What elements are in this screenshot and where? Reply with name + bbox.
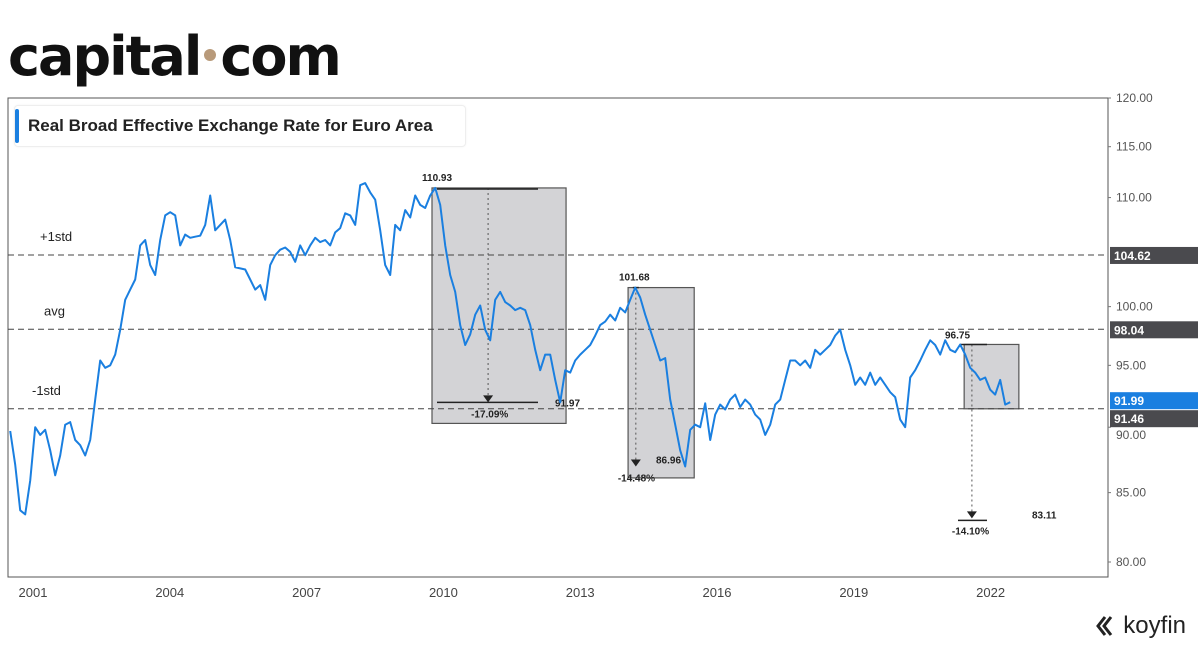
y-tick-label: 115.00 — [1116, 140, 1152, 154]
y-tick-label: 110.00 — [1116, 191, 1152, 205]
title-accent-bar — [15, 109, 19, 143]
y-tick-label: 80.00 — [1116, 555, 1146, 569]
down-arrow-icon — [966, 511, 977, 519]
value-badge — [1110, 410, 1198, 428]
drawdown-box — [963, 343, 1020, 410]
down-arrow-icon — [483, 395, 494, 403]
koyfin-text: koyfin — [1123, 612, 1186, 639]
chart-title: Real Broad Effective Exchange Rate for E… — [28, 116, 433, 135]
y-tick-label: 85.00 — [1116, 486, 1146, 500]
y-tick-label: 120.00 — [1116, 91, 1153, 105]
peak-label: 101.68 — [619, 273, 650, 284]
percent-change-label: -14.10% — [952, 526, 989, 537]
percent-change-label: -14.48% — [618, 474, 655, 485]
y-tick-label: 90.00 — [1116, 428, 1146, 442]
reference-label: avg — [44, 303, 65, 318]
last-value-badge-label: 91.99 — [1114, 394, 1144, 408]
reference-label: +1std — [40, 229, 72, 244]
peak-label: 110.93 — [422, 173, 452, 184]
down-arrow-icon — [630, 459, 641, 467]
logo-text-left: capital — [8, 25, 202, 88]
koyfin-mark-icon — [1096, 616, 1113, 636]
last-value-badge — [1110, 392, 1198, 410]
series-line — [9, 182, 1011, 516]
value-badge-label: 104.62 — [1114, 249, 1151, 263]
target-label: 83.11 — [1032, 510, 1057, 521]
value-badge-label: 98.04 — [1114, 323, 1144, 337]
target-label: 91.97 — [555, 398, 580, 409]
x-tick-label: 2010 — [429, 585, 458, 600]
value-badge — [1110, 321, 1198, 339]
y-tick-label: 95.00 — [1116, 358, 1146, 372]
x-tick-label: 2019 — [839, 585, 868, 600]
x-tick-label: 2001 — [19, 585, 48, 600]
x-tick-label: 2016 — [703, 585, 732, 600]
target-label: 86.96 — [656, 456, 681, 467]
x-tick-label: 2007 — [292, 585, 321, 600]
peak-label: 96.75 — [945, 330, 970, 341]
capital-com-logo: capital com — [8, 22, 342, 92]
drawdown-box — [627, 286, 695, 479]
x-tick-label: 2022 — [976, 585, 1005, 600]
chart-title-box: Real Broad Effective Exchange Rate for E… — [14, 105, 466, 147]
x-tick-label: 2004 — [155, 585, 184, 600]
value-badge-label: 91.46 — [1114, 412, 1144, 426]
logo-text-right: com — [220, 25, 341, 88]
x-tick-label: 2013 — [566, 585, 595, 600]
logo-dot — [204, 49, 217, 62]
drawdown-box — [431, 187, 567, 425]
reference-label: -1std — [32, 383, 61, 398]
y-tick-label: 100.00 — [1116, 300, 1153, 314]
koyfin-logo: koyfin — [1095, 612, 1186, 640]
plot-frame — [7, 97, 1109, 578]
value-badge — [1110, 246, 1198, 264]
percent-change-label: -17.09% — [471, 409, 508, 420]
